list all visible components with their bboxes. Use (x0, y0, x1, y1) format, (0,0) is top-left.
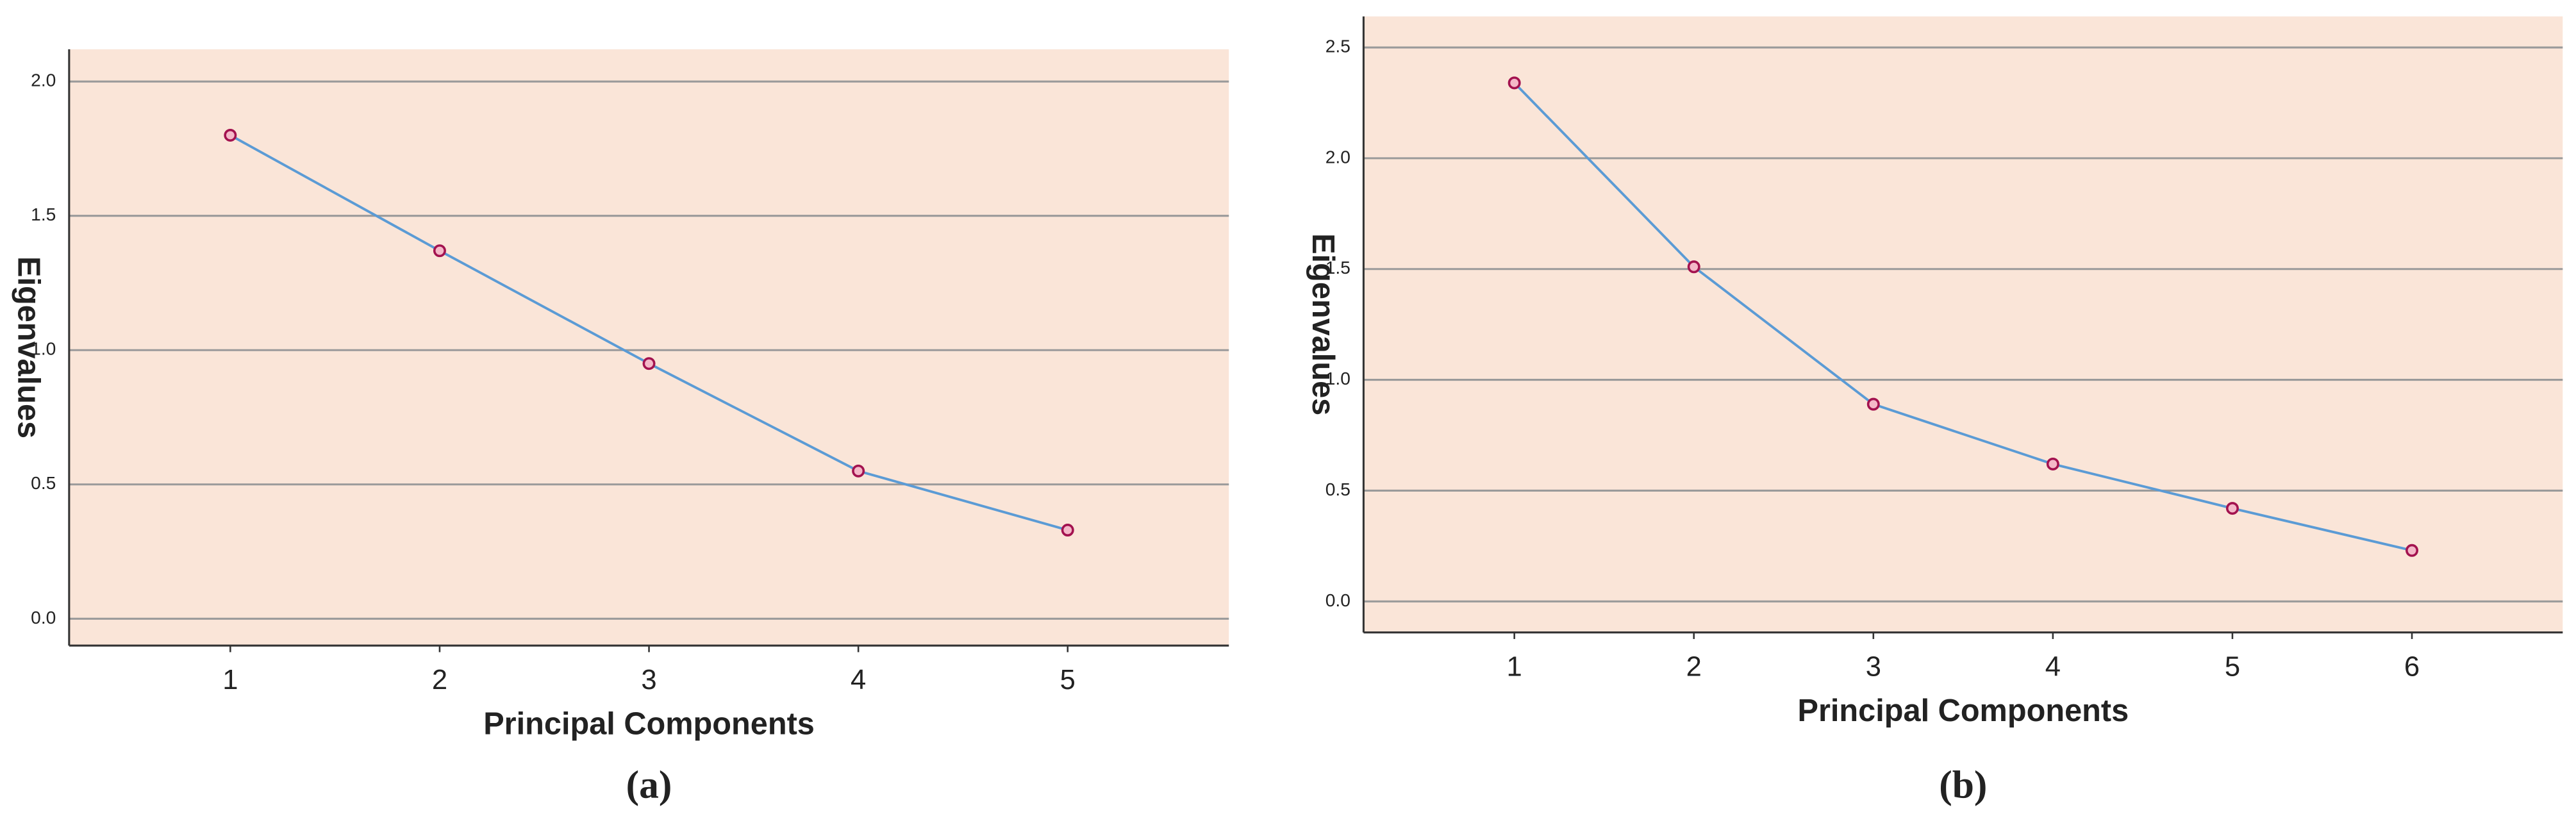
point (2225, 502, 2239, 515)
x-tick-label: 1 (1507, 652, 1522, 683)
x-tick-label: 5 (2225, 652, 2240, 683)
x-tick-label: 3 (641, 665, 656, 695)
caption: (b) (1939, 763, 1987, 806)
x-tick-label: 5 (1060, 665, 1076, 695)
x-tick-label: 6 (2404, 652, 2420, 683)
point (1508, 76, 1521, 90)
y-tick-label: 1.5 (1325, 257, 1350, 278)
y-axis-title: Eigenvalues (11, 256, 46, 438)
x-tick-label: 3 (1866, 652, 1881, 683)
y-tick-label: 1.5 (31, 204, 56, 224)
point (2046, 457, 2059, 470)
plot-area (1363, 16, 2563, 633)
x-tick-label: 2 (432, 665, 447, 695)
series-line (1513, 81, 2413, 552)
y-tick-label: 1.0 (1325, 368, 1350, 388)
plot-area (69, 49, 1229, 646)
point (852, 464, 865, 478)
y-tick-label: 0.5 (1325, 479, 1350, 499)
y-tick-label: 0.0 (31, 607, 56, 628)
y-tick-label: 2.5 (1325, 35, 1350, 56)
x-tick-label: 2 (1686, 652, 1702, 683)
y-tick-label: 2.0 (31, 70, 56, 90)
point (642, 357, 656, 370)
y-tick-label: 0.5 (31, 472, 56, 493)
point (433, 244, 446, 258)
point (1061, 524, 1074, 537)
x-axis-title: Principal Components (1797, 694, 2129, 728)
x-tick-label: 4 (851, 665, 866, 695)
point (1687, 260, 1700, 274)
x-tick-label: 1 (222, 665, 238, 695)
x-tick-label: 4 (2045, 652, 2061, 683)
y-tick-label: 1.0 (31, 338, 56, 359)
point (2406, 544, 2419, 557)
y-axis-title: Eigenvalues (1306, 233, 1340, 415)
point (224, 128, 237, 142)
x-axis-title: Principal Components (483, 707, 815, 742)
y-tick-label: 0.0 (1325, 590, 1350, 610)
y-tick-label: 2.0 (1325, 146, 1350, 167)
point (1866, 397, 1880, 411)
caption: (a) (626, 763, 672, 806)
